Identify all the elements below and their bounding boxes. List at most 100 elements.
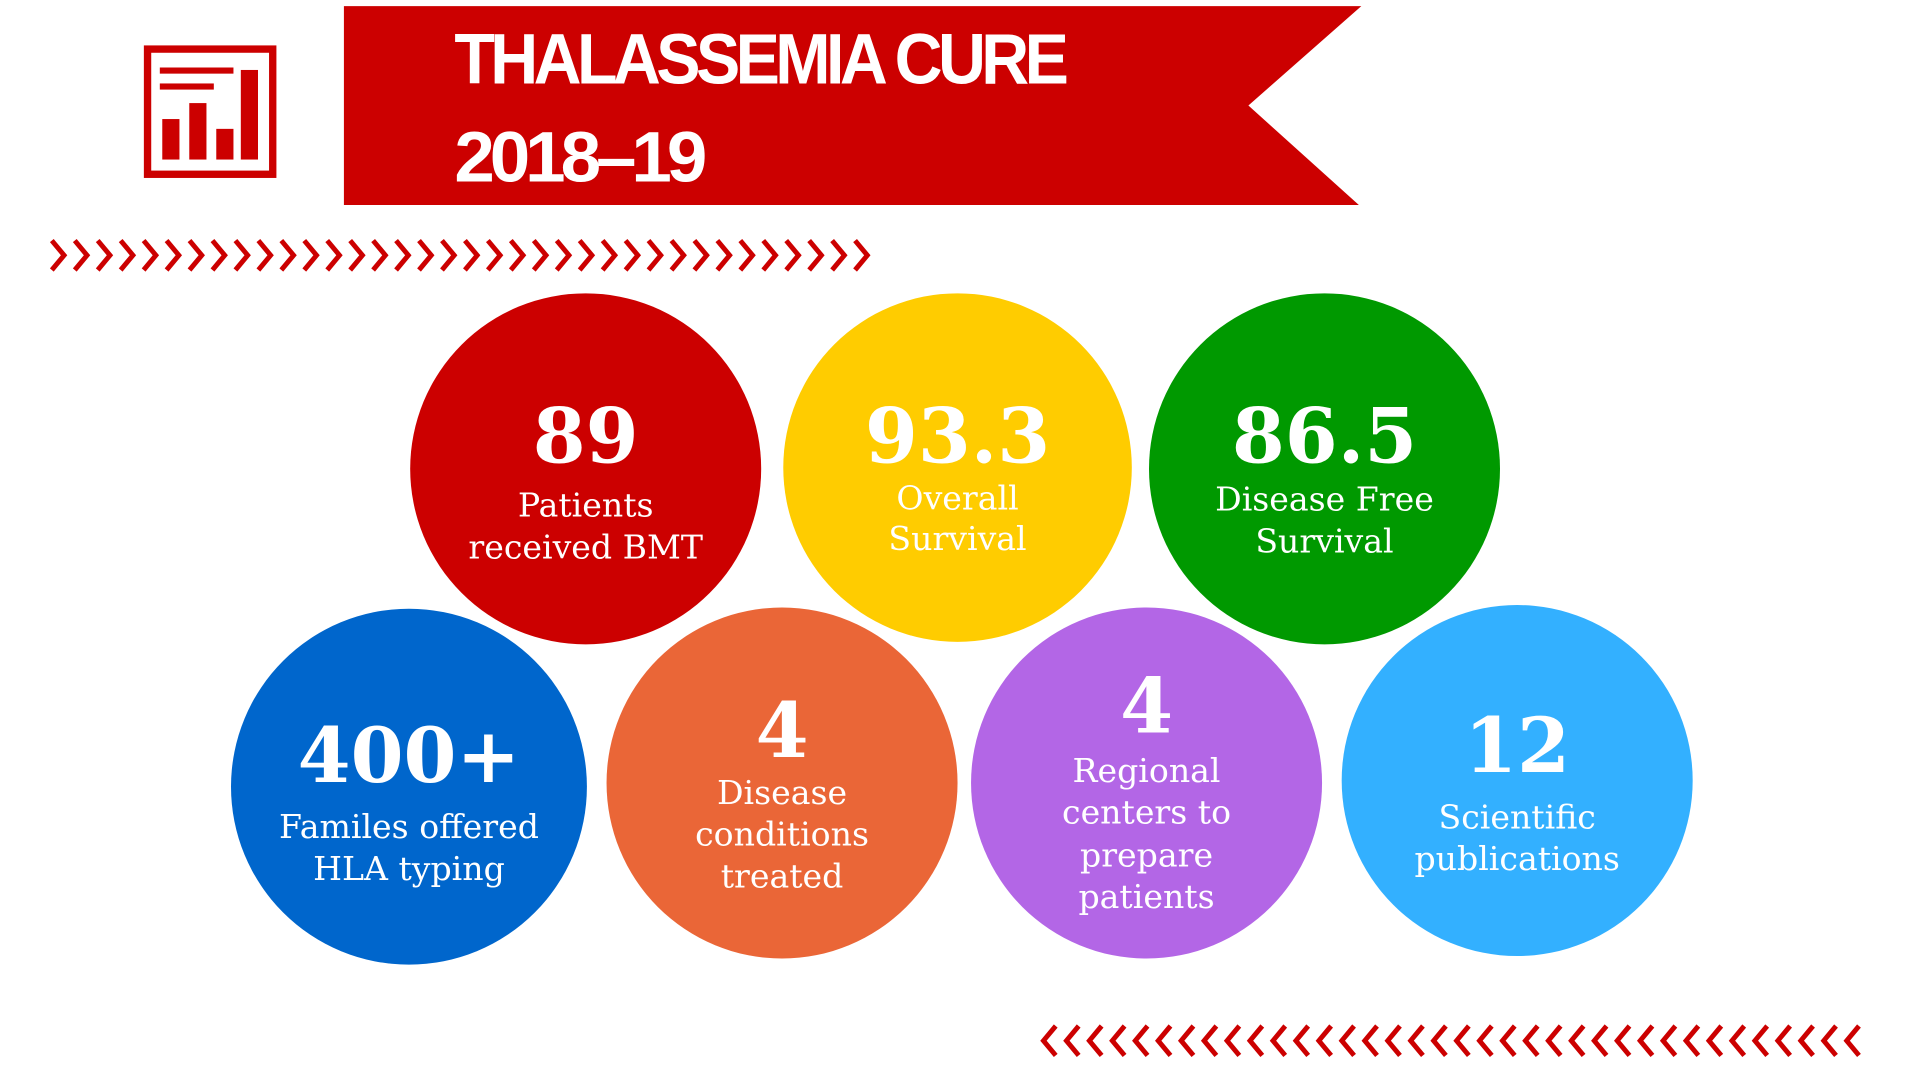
stat-value: 93.3: [865, 392, 1050, 481]
chevron: [1292, 1024, 1311, 1058]
chevron: [394, 238, 412, 272]
chevron: [256, 238, 274, 272]
chevron: [49, 238, 68, 272]
chevron: [1636, 1024, 1655, 1058]
stat-circle: [1341, 605, 1693, 957]
chevron: [118, 238, 137, 272]
chevron: [1545, 1024, 1563, 1058]
chevron: [600, 238, 619, 272]
chevron: [1499, 1024, 1517, 1058]
chevron: [1682, 1024, 1701, 1058]
chevron: [738, 238, 756, 272]
chevron: [1361, 1024, 1379, 1058]
stat-label: received BMT: [468, 527, 703, 566]
chevron: [1132, 1024, 1150, 1058]
chevron: [348, 238, 366, 272]
chevron: [210, 238, 228, 272]
chevron: [1177, 1024, 1196, 1058]
chevron: [577, 238, 596, 272]
chevron: [554, 238, 573, 272]
chevron: [853, 238, 871, 272]
chevron: [417, 238, 435, 272]
chevron: [141, 238, 160, 272]
stat-label: Survival: [888, 519, 1026, 558]
chevron: [1063, 1024, 1081, 1058]
chevron: [1728, 1024, 1747, 1058]
chevron: [1820, 1024, 1838, 1058]
stat-label: HLA typing: [313, 849, 505, 888]
stat-label: centers to: [1062, 793, 1231, 832]
chevron: [1614, 1024, 1632, 1058]
chevron: [463, 238, 481, 272]
chevron: [485, 238, 504, 272]
chevron: [807, 238, 825, 272]
chevron: [1843, 1024, 1861, 1058]
chevron: [761, 238, 779, 272]
chevron: [1384, 1024, 1402, 1058]
stat-label: treated: [721, 856, 844, 895]
chevron: [1109, 1024, 1127, 1058]
chevron: [1407, 1024, 1425, 1058]
chevron: [1269, 1024, 1288, 1058]
chevron: [669, 238, 687, 272]
chevron: [1705, 1024, 1724, 1058]
chevron: [440, 238, 458, 272]
stat-label: conditions: [695, 815, 869, 854]
chevron: [646, 238, 664, 272]
stat-value: 400+: [298, 711, 521, 800]
chevron: [1522, 1024, 1540, 1058]
chevron: [531, 238, 550, 272]
chevron: [1246, 1024, 1265, 1058]
stat-value: 86.5: [1232, 392, 1417, 481]
chevron: [508, 238, 527, 272]
title: THALASSEMIA CURE: [454, 20, 1066, 99]
chevron: [233, 238, 251, 272]
chevron: [1040, 1024, 1058, 1058]
chevron: [1315, 1024, 1334, 1058]
stat-label: Survival: [1255, 521, 1393, 560]
chevron: [72, 238, 91, 272]
stat-label: prepare: [1080, 835, 1213, 874]
chevron: [1338, 1024, 1356, 1058]
chevron: [279, 238, 297, 272]
chevron: [1155, 1024, 1173, 1058]
chevron: [325, 238, 343, 272]
chevron: [1774, 1024, 1793, 1058]
chevron: [692, 238, 710, 272]
chevron: [830, 238, 848, 272]
icon: [143, 45, 277, 178]
chevron: [623, 238, 642, 272]
stat-circle: [971, 607, 1323, 959]
chevron: [1568, 1024, 1586, 1058]
chevron: [1659, 1024, 1678, 1058]
stat-label: Overall: [896, 478, 1018, 517]
chevron: [715, 238, 733, 272]
chevron: [187, 238, 205, 272]
chevron: [1223, 1024, 1242, 1058]
stat-label: Familes offered: [279, 807, 539, 846]
stat-label: Disease Free: [1215, 480, 1434, 519]
chevron: [164, 238, 183, 272]
stat-circle: [410, 293, 762, 645]
chevron: [1086, 1024, 1104, 1058]
chevron: [1591, 1024, 1609, 1058]
stat-label: Patients: [518, 486, 654, 525]
stat-value: 89: [533, 392, 639, 481]
banner: [343, 6, 1362, 205]
title: 2018–19: [454, 119, 704, 198]
chevrons: [49, 238, 1861, 1058]
chevron: [1476, 1024, 1494, 1058]
stat-value: 4: [756, 686, 809, 775]
stat-circle: [1149, 293, 1500, 645]
stat-circle: [231, 608, 587, 965]
stat-label: Regional: [1073, 751, 1221, 790]
stat-circle: [783, 293, 1132, 642]
stat-label: Disease: [717, 773, 847, 812]
chevron: [784, 238, 802, 272]
chevron: [95, 238, 114, 272]
chevron: [371, 238, 389, 272]
chevron: [1430, 1024, 1448, 1058]
stat-label: Scientific: [1439, 797, 1596, 836]
